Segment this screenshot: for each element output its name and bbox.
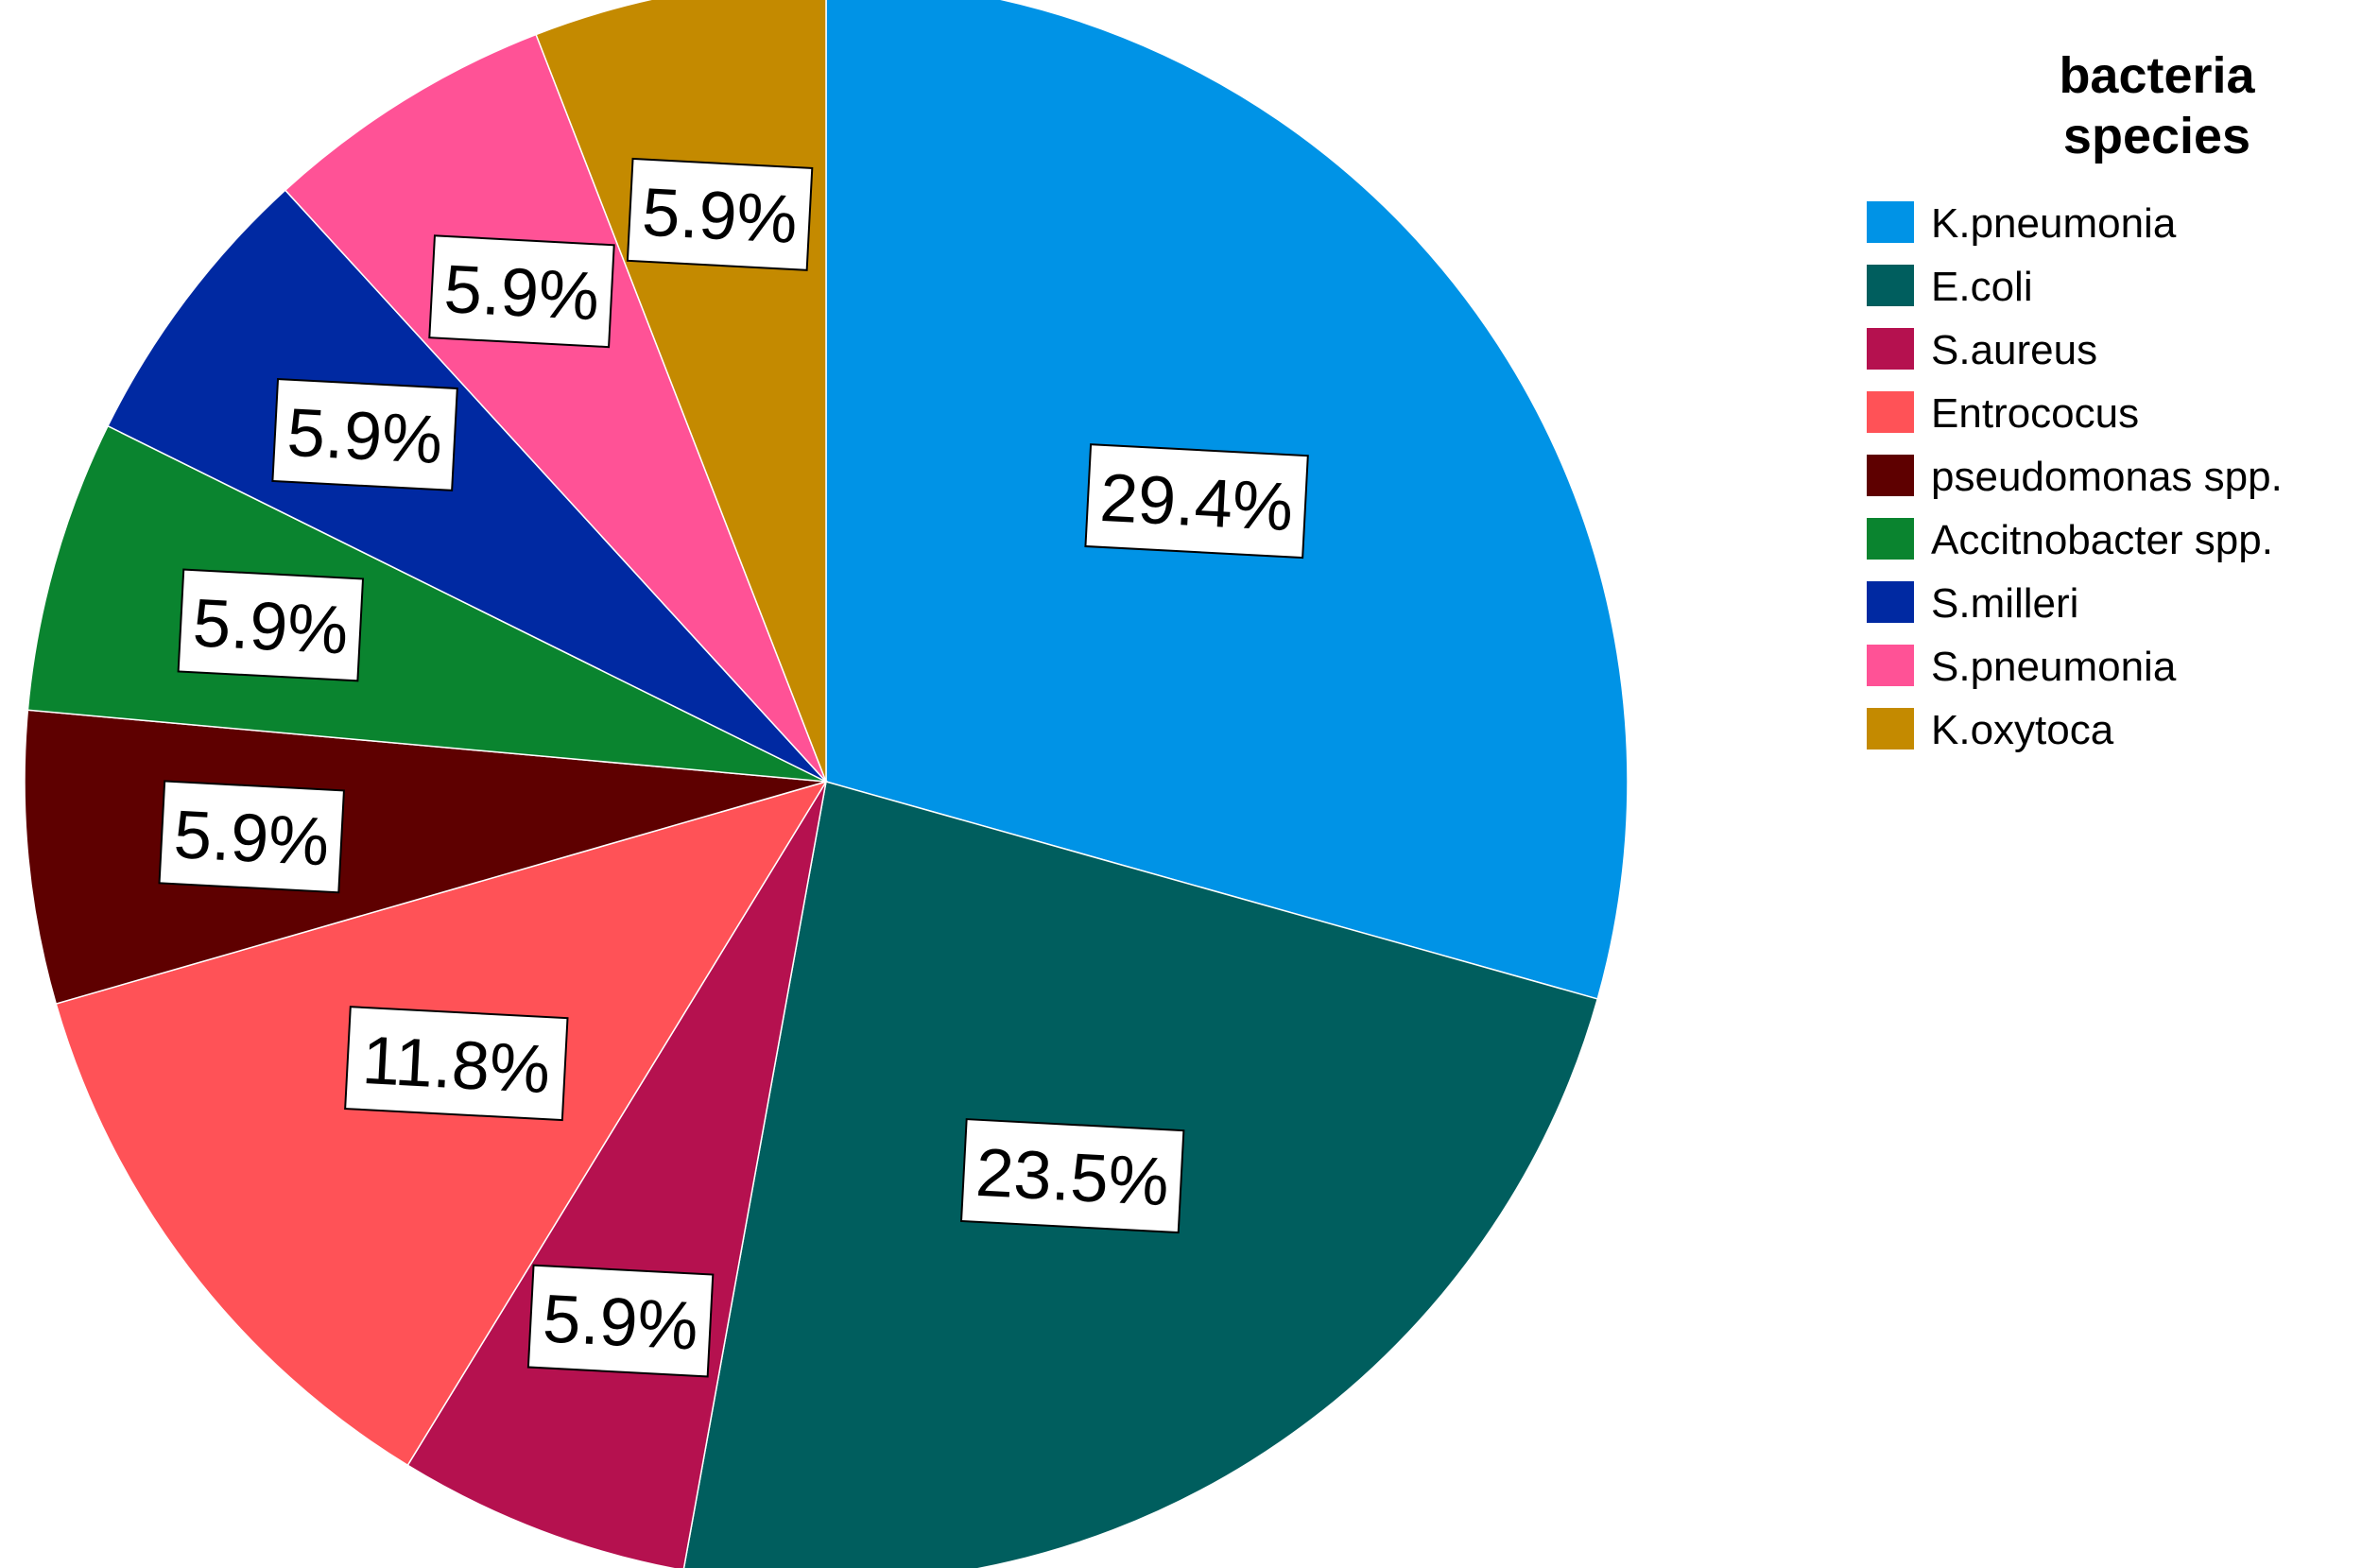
pie-slice-accitnobacter-spp <box>26 424 827 783</box>
data-label-k-oxytoca: 5.9% <box>626 157 814 271</box>
data-label-text: 5.9% <box>442 251 601 335</box>
data-label-text: 5.9% <box>172 797 331 880</box>
legend-swatch <box>1867 201 1914 243</box>
legend-label: K.pneumonia <box>1931 200 2177 247</box>
legend-swatch <box>1867 581 1914 623</box>
data-label-text: 5.9% <box>285 395 444 478</box>
data-label-e-coli: 23.5% <box>959 1118 1185 1234</box>
data-label-text: 5.9% <box>541 1281 699 1364</box>
data-label-text: 29.4% <box>1098 460 1295 546</box>
data-label-entrococus: 11.8% <box>344 1006 569 1122</box>
data-label-s-milleri: 5.9% <box>271 378 458 491</box>
legend-item-pseudomonas-spp: pseudomonas spp. <box>1867 454 2283 500</box>
data-label-box <box>526 1264 715 1378</box>
legend-label: S.aureus <box>1931 327 2097 373</box>
data-label-k-pneumonia: 29.4% <box>1084 443 1309 560</box>
data-label-box <box>428 234 615 349</box>
legend-item-k-pneumonia: K.pneumonia <box>1867 200 2177 247</box>
legend-label: Entrococus <box>1931 390 2139 437</box>
legend-item-s-milleri: S.milleri <box>1867 580 2078 627</box>
pie-slices <box>24 0 1629 1568</box>
legend-swatch <box>1867 518 1914 560</box>
legend-item-e-coli: E.coli <box>1867 264 2033 310</box>
legend-swatch <box>1867 391 1914 433</box>
legend-swatch <box>1867 455 1914 496</box>
pie-slice-s-milleri <box>107 189 827 783</box>
legend-title-line-1: bacteria <box>2059 47 2255 104</box>
data-label-box <box>344 1006 569 1122</box>
legend-label: K.oxytoca <box>1931 707 2114 753</box>
data-label-box <box>271 378 458 491</box>
legend-swatch <box>1867 328 1914 370</box>
pie-slice-s-pneumonia <box>284 33 827 783</box>
data-label-box <box>626 157 814 271</box>
legend-items: K.pneumonia E.coli S.aureus Entrococus pseud… <box>1867 200 2283 753</box>
legend-label: S.pneumonia <box>1931 644 2177 690</box>
data-label-text: 5.9% <box>191 585 350 668</box>
data-label-text: 5.9% <box>640 175 799 258</box>
data-label-text: 23.5% <box>974 1135 1171 1221</box>
legend-swatch <box>1867 265 1914 306</box>
data-label-box <box>1084 443 1309 560</box>
legend-item-k-oxytoca: K.oxytoca <box>1867 707 2114 753</box>
data-label-box <box>158 780 345 894</box>
pie-slice-s-aureus <box>406 781 827 1568</box>
legend-swatch <box>1867 708 1914 750</box>
data-label-text: 11.8% <box>360 1023 552 1108</box>
data-label-s-pneumonia: 5.9% <box>428 234 615 349</box>
legend-label: pseudomonas spp. <box>1931 454 2283 500</box>
data-label-accitnobacter-spp: 5.9% <box>177 568 365 682</box>
legend-label: Accitnobacter spp. <box>1931 517 2273 563</box>
pie-data-labels: 29.4% 23.5% 5.9% 11.8% 5.9% 5.9% 5.9% 5.9% 5.9% <box>158 157 1309 1378</box>
pie-slice-entrococus <box>55 780 828 1467</box>
legend: bacteria species K.pneumonia E.coli S.aure… <box>1867 47 2283 753</box>
legend-item-entrococus: Entrococus <box>1867 390 2139 437</box>
data-label-pseudomonas-spp: 5.9% <box>158 780 345 894</box>
data-label-s-aureus: 5.9% <box>526 1264 715 1378</box>
legend-title-line-2: species <box>2063 108 2250 164</box>
legend-label: S.milleri <box>1931 580 2078 627</box>
legend-item-s-aureus: S.aureus <box>1867 327 2097 373</box>
legend-label: E.coli <box>1931 264 2033 310</box>
legend-swatch <box>1867 645 1914 686</box>
legend-item-accitnobacter-spp: Accitnobacter spp. <box>1867 517 2273 563</box>
legend-item-s-pneumonia: S.pneumonia <box>1867 644 2177 690</box>
data-label-box <box>177 568 365 682</box>
data-label-box <box>959 1118 1185 1234</box>
